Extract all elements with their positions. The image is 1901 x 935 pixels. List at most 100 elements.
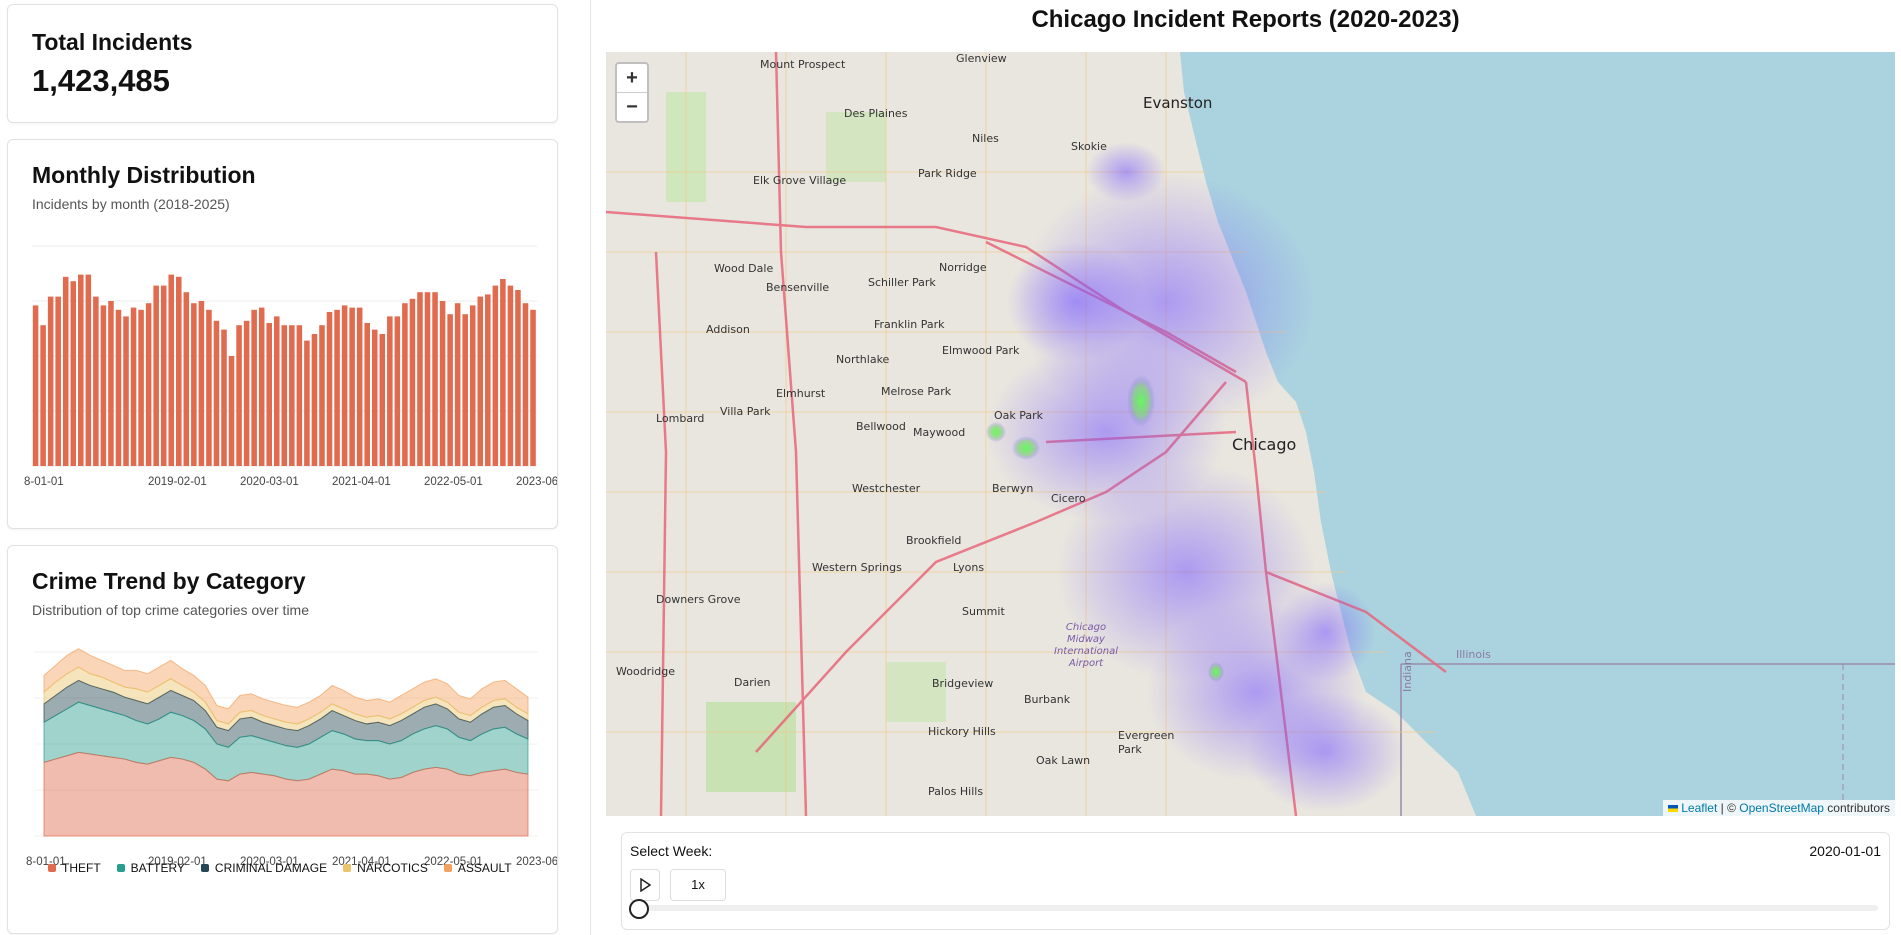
monthly-bar <box>402 303 408 466</box>
map-label-chicago: Chicago <box>1232 435 1297 454</box>
zoom-out-button[interactable]: − <box>626 96 638 118</box>
legend-swatch <box>343 864 352 872</box>
map-label-lyons: Lyons <box>953 561 985 574</box>
monthly-bar <box>243 320 250 466</box>
week-control: Select Week: 2020-01-01 1x <box>621 832 1890 930</box>
monthly-bar <box>62 276 69 466</box>
monthly-bar <box>371 329 378 466</box>
monthly-bar <box>492 285 499 466</box>
monthly-bar <box>191 303 197 466</box>
legend-label: CRIMINAL DAMAGE <box>214 861 328 875</box>
monthly-bar <box>379 334 386 466</box>
monthly-bar <box>454 303 461 466</box>
monthly-bar <box>319 325 325 466</box>
monthly-title: Monthly Distribution <box>32 162 256 188</box>
map-label-elmwood-park: Elmwood Park <box>942 344 1020 357</box>
monthly-bar <box>78 274 84 466</box>
monthly-bar-chart: 8-01-01 2019-02-01 2020-03-01 2021-04-01 202… <box>24 245 557 488</box>
legend-swatch <box>443 864 452 872</box>
monthly-bar <box>55 296 61 466</box>
monthly-bar <box>311 334 318 466</box>
monthly-distribution-card: Monthly Distribution Incidents by month … <box>7 139 558 529</box>
monthly-bar <box>123 316 129 466</box>
monthly-bar <box>85 274 92 466</box>
trend-area-chart: 8-01-01 2019-02-01 2020-03-01 2021-04-01 202… <box>26 648 557 868</box>
trend-title: Crime Trend by Category <box>32 568 306 594</box>
legend-label: THEFT <box>62 861 101 875</box>
monthly-bar <box>296 325 303 466</box>
legend-item: CRIMINAL DAMAGE <box>200 861 328 875</box>
map-label-elk-grove: Elk Grove Village <box>753 174 847 187</box>
monthly-bar <box>40 325 46 466</box>
map-label-westchester: Westchester <box>852 482 921 495</box>
legend-item: ASSAULT <box>443 861 512 875</box>
monthly-bar <box>100 305 107 466</box>
monthly-bar <box>439 301 446 466</box>
monthly-bar <box>47 296 54 466</box>
map-label-burbank: Burbank <box>1024 693 1071 706</box>
map-label-downers-grove: Downers Grove <box>656 593 741 606</box>
total-incidents-value: 1,423,485 <box>32 63 170 98</box>
monthly-bar <box>93 296 99 466</box>
play-button[interactable] <box>630 869 660 901</box>
monthly-bar <box>477 296 484 466</box>
legend-label: BATTERY <box>130 861 185 875</box>
zoom-control: + − <box>615 62 649 123</box>
monthly-bar <box>183 292 190 466</box>
map-label-maywood: Maywood <box>913 426 966 439</box>
monthly-bar <box>236 325 242 466</box>
map-label-niles: Niles <box>972 132 999 145</box>
monthly-bar <box>409 298 416 466</box>
page-title: Chicago Incident Reports (2020-2023) <box>1031 6 1460 33</box>
week-slider-track[interactable] <box>640 905 1878 911</box>
map-label-summit: Summit <box>962 605 1005 618</box>
speed-button[interactable]: 1x <box>670 869 726 901</box>
map-label-bridgeview: Bridgeview <box>932 677 994 690</box>
attribution-separator: | © <box>1717 801 1740 815</box>
monthly-bar <box>500 279 506 466</box>
monthly-bar <box>364 323 370 466</box>
zoom-in-button[interactable]: + <box>617 64 647 93</box>
map-label-glenview: Glenview <box>956 52 1007 65</box>
monthly-bar <box>221 329 227 466</box>
trend-subtitle: Distribution of top crime categories ove… <box>32 602 309 618</box>
monthly-bar <box>515 290 521 466</box>
trend-legend: THEFT BATTERY CRIMINAL DAMAGE NARCOTICS ASSA… <box>48 861 512 875</box>
legend-item: THEFT <box>48 861 101 875</box>
map-label-brookfield: Brookfield <box>906 534 962 547</box>
sidebar: Total Incidents 1,423,485 Monthly Distri… <box>0 0 591 935</box>
osm-link[interactable]: OpenStreetMap <box>1739 801 1824 815</box>
map-label-cicero: Cicero <box>1051 492 1086 505</box>
monthly-bar <box>485 294 491 466</box>
monthly-tick-label: 2023-06-01 <box>516 476 557 488</box>
map-label-park-ridge: Park Ridge <box>918 167 977 180</box>
map-label-melrose-park: Melrose Park <box>881 385 952 398</box>
map-label-schiller-park: Schiller Park <box>868 276 936 289</box>
monthly-bar <box>153 285 159 466</box>
monthly-bar <box>206 309 212 466</box>
monthly-bar <box>356 307 363 466</box>
monthly-bar <box>145 303 152 466</box>
map-label-western-springs: Western Springs <box>812 561 902 574</box>
monthly-bar <box>447 314 453 466</box>
map-label-illinois: Illinois <box>1456 648 1491 661</box>
map-label-hickory-hills: Hickory Hills <box>928 725 996 738</box>
select-week-label: Select Week: <box>630 843 713 859</box>
incident-map[interactable]: Evanston Chicago Skokie Des Plaines Nile… <box>606 52 1895 816</box>
week-slider-handle[interactable] <box>629 899 649 919</box>
monthly-bar <box>507 285 514 466</box>
map-label-addison: Addison <box>706 323 750 336</box>
monthly-bar <box>70 281 77 466</box>
monthly-bar <box>160 285 167 466</box>
monthly-bar <box>266 323 272 466</box>
leaflet-link[interactable]: Leaflet <box>1681 801 1718 815</box>
monthly-bar <box>289 325 295 466</box>
map-label-indiana: Indiana <box>1401 651 1414 692</box>
legend-swatch <box>48 864 56 872</box>
trend-tick-label: 2023-06-01 <box>516 856 557 868</box>
map-background <box>606 52 1895 816</box>
map-label-villa-park: Villa Park <box>720 405 771 418</box>
monthly-tick-label: 2019-02-01 <box>148 476 207 488</box>
main-panel: Chicago Incident Reports (2020-2023) <box>590 0 1901 935</box>
map-label-oak-lawn: Oak Lawn <box>1036 754 1091 767</box>
